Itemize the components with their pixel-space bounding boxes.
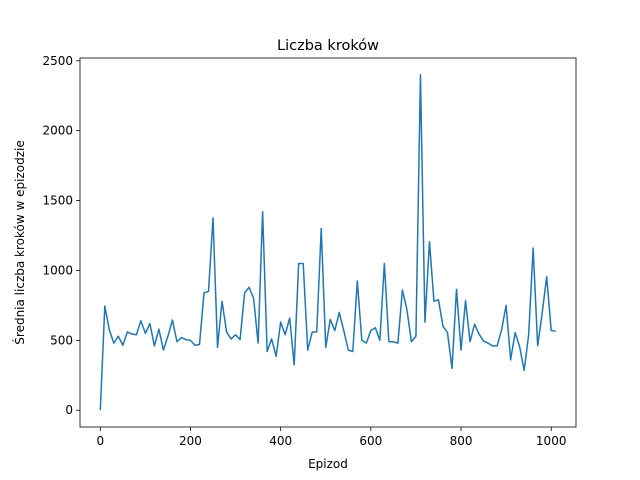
y-tick-label: 0	[65, 403, 73, 417]
y-tick-label: 1000	[42, 263, 73, 277]
x-tick-label: 800	[450, 434, 473, 448]
y-tick-label: 2000	[42, 124, 73, 138]
x-tick-label: 400	[269, 434, 292, 448]
y-tick-label: 1500	[42, 194, 73, 208]
x-axis-label: Epizod	[308, 457, 348, 471]
series-line-0	[99, 74, 556, 411]
x-tick-label: 200	[179, 434, 202, 448]
plot-area	[99, 74, 556, 411]
x-axis: 0 200 400 600 800 1000	[96, 427, 566, 448]
y-axis: 0 500 1000 1500 2000 2500	[42, 54, 80, 417]
plot-frame	[79, 57, 577, 428]
y-tick-label: 500	[50, 333, 73, 347]
x-tick-label: 1000	[536, 434, 567, 448]
x-tick-label: 0	[96, 434, 104, 448]
chart-title: Liczba kroków	[277, 38, 379, 54]
x-tick-label: 600	[359, 434, 382, 448]
y-axis-label: Średnia liczba kroków w epizodzie	[12, 140, 27, 344]
y-tick-label: 2500	[42, 54, 73, 68]
